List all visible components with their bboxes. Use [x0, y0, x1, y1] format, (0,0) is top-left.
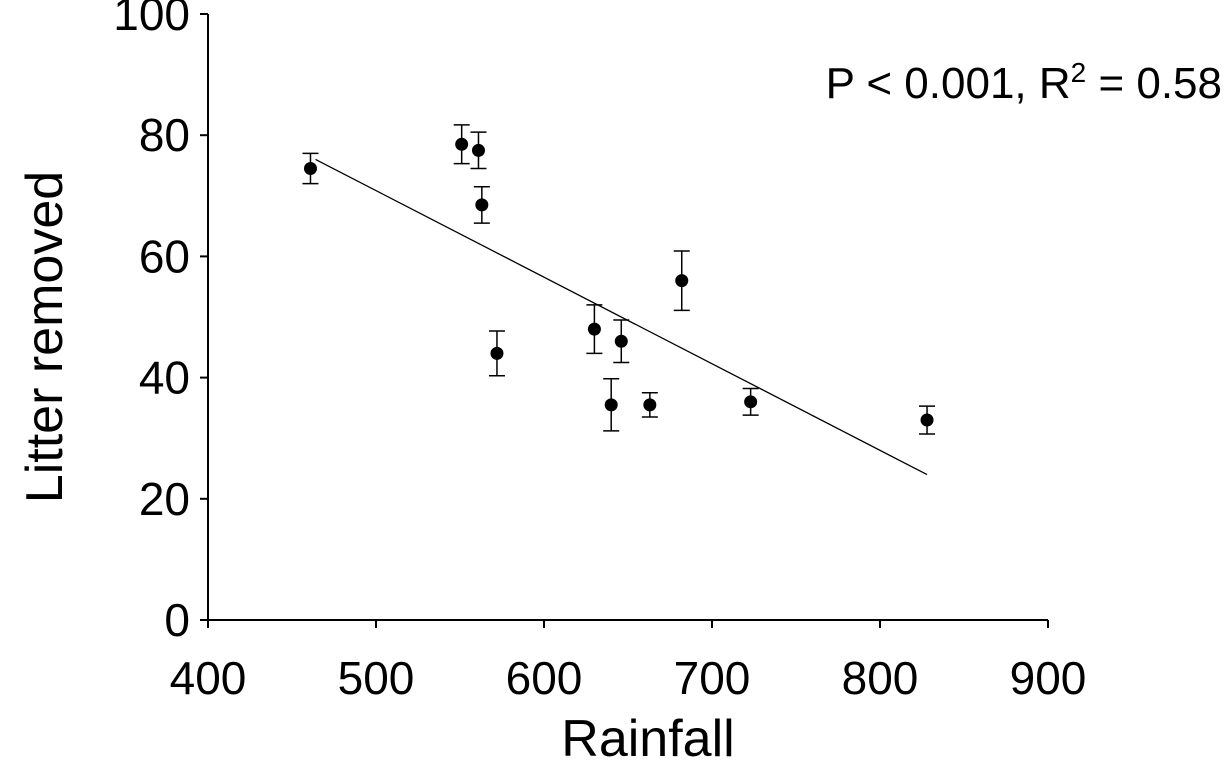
stats-annotation-prefix: P < 0.001, R: [826, 59, 1071, 108]
y-axis-title: Litter removed: [16, 171, 74, 503]
point-marker: [587, 322, 601, 336]
point-marker: [643, 398, 657, 412]
x-tick-label: 600: [506, 652, 583, 704]
point-marker: [303, 162, 317, 176]
data-point: [473, 185, 490, 224]
y-tick-label: 0: [164, 594, 190, 646]
x-axis-ticks: 400 500 600 700 800 900: [170, 620, 1087, 704]
data-point: [641, 392, 658, 418]
y-tick-label: 60: [139, 230, 190, 282]
y-tick-label: 100: [113, 0, 190, 40]
data-point: [742, 387, 759, 416]
data-point: [673, 250, 690, 312]
point-marker: [920, 413, 934, 427]
stats-annotation-superscript: 2: [1071, 57, 1087, 88]
point-marker: [675, 274, 689, 288]
point-marker: [604, 398, 618, 412]
x-axis-title: Rainfall: [561, 710, 734, 762]
y-tick-label: 20: [139, 473, 190, 525]
x-tick-label: 500: [338, 652, 415, 704]
x-tick-label: 400: [170, 652, 247, 704]
y-tick-label: 80: [139, 109, 190, 161]
y-axis-ticks: 0 20 40 60 80 100: [113, 0, 208, 646]
data-points: [302, 124, 936, 435]
data-point: [919, 405, 936, 435]
x-tick-label: 700: [674, 652, 751, 704]
data-point: [488, 330, 505, 377]
data-point: [613, 319, 630, 364]
point-marker: [744, 395, 758, 409]
data-point: [603, 378, 620, 432]
point-marker: [475, 198, 489, 212]
data-point: [586, 304, 603, 355]
data-point: [470, 131, 487, 170]
data-point: [302, 152, 319, 185]
point-marker: [471, 143, 485, 157]
axes: [207, 14, 1048, 621]
trend-line: [315, 158, 928, 476]
data-point: [453, 124, 470, 165]
stats-annotation-suffix: = 0.58: [1086, 59, 1222, 108]
x-tick-label: 900: [1010, 652, 1087, 704]
y-tick-label: 40: [139, 352, 190, 404]
point-marker: [490, 346, 504, 360]
point-marker: [455, 137, 469, 151]
point-marker: [614, 334, 628, 348]
x-tick-label: 800: [842, 652, 919, 704]
stats-annotation: P < 0.001, R2 = 0.58: [826, 57, 1222, 108]
